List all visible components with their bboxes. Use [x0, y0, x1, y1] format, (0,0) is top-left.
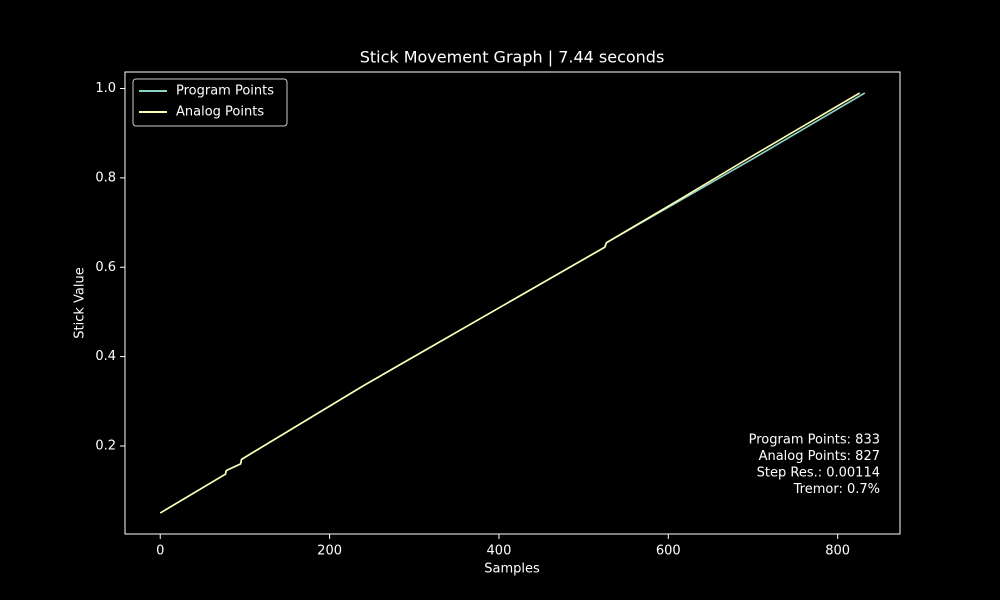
legend-box — [132, 78, 288, 127]
annotation: Program Points: 833 — [749, 433, 880, 448]
annotation: Tremor: 0.7% — [793, 482, 880, 497]
x-tick-label: 800 — [825, 544, 850, 559]
legend-label: Program Points — [176, 84, 274, 99]
x-tick-label: 0 — [156, 544, 164, 559]
y-tick-label: 0.8 — [95, 170, 116, 185]
annotation: Step Res.: 0.00114 — [757, 466, 880, 481]
y-tick-label: 1.0 — [95, 81, 116, 96]
chart-title: Stick Movement Graph | 7.44 seconds — [360, 48, 665, 67]
annotation: Analog Points: 827 — [759, 449, 880, 464]
y-tick-label: 0.2 — [95, 438, 116, 453]
x-tick-label: 600 — [656, 544, 681, 559]
y-tick-label: 0.6 — [95, 260, 116, 275]
plot-frame — [124, 71, 901, 535]
x-tick-label: 400 — [487, 544, 512, 559]
x-tick-label: 200 — [317, 544, 342, 559]
series-line — [159, 92, 861, 514]
y-tick-label: 0.4 — [95, 349, 116, 364]
legend-label: Analog Points — [176, 105, 264, 120]
x-axis-label: Samples — [484, 562, 540, 577]
y-axis-label: Stick Value — [73, 267, 88, 338]
